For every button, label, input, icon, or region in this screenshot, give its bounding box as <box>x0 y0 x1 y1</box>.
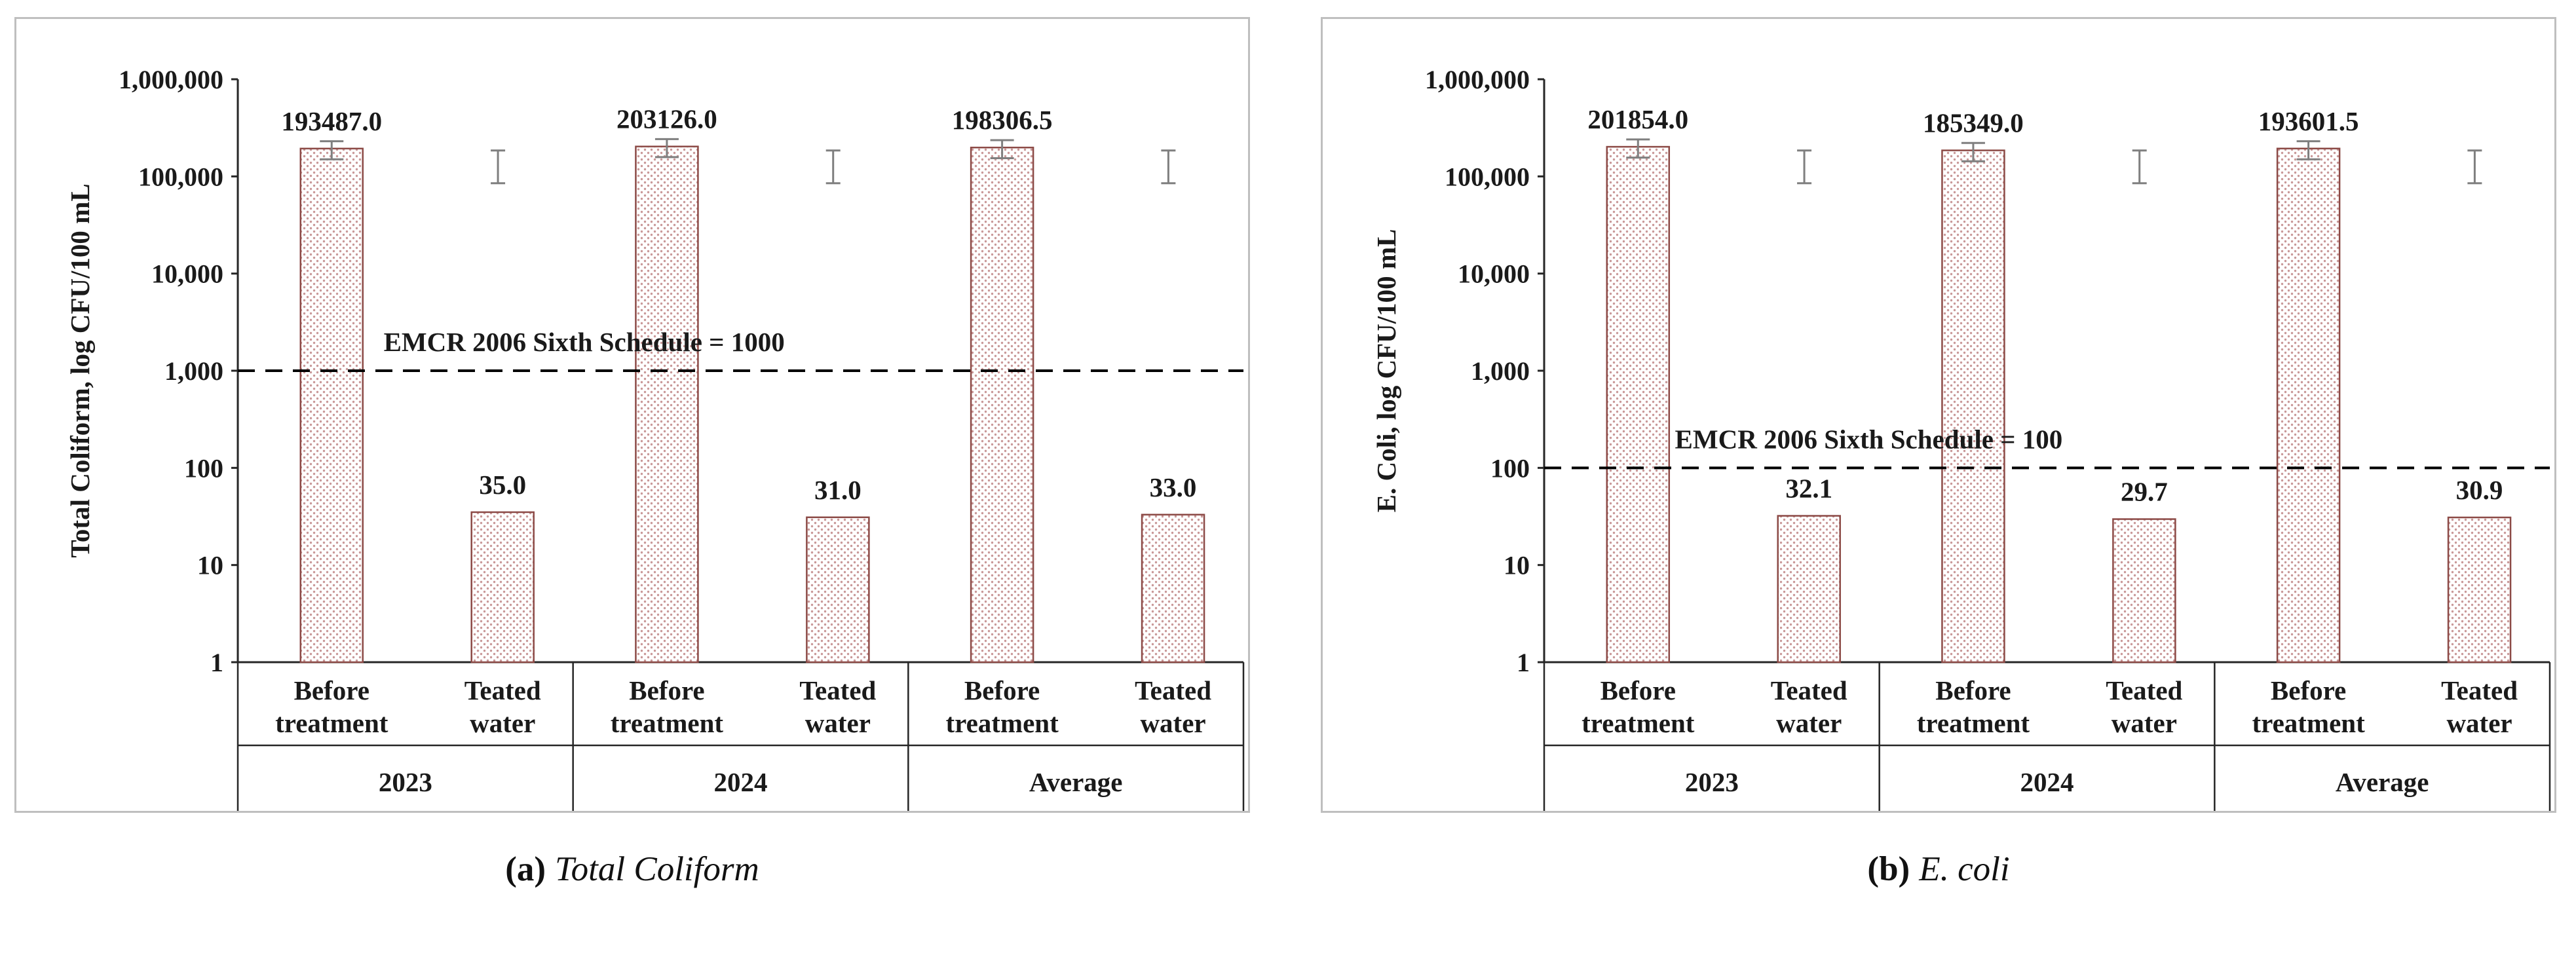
bar-treated-water <box>470 511 535 663</box>
bar-value-label: 32.1 <box>1785 474 1832 504</box>
y-axis-title: Total Coliform, log CFU/100 mL <box>65 183 95 557</box>
category-label: Before <box>294 675 369 705</box>
group-label: 2023 <box>379 767 432 797</box>
bar-before-treatment <box>299 147 364 663</box>
y-tick-label: 10 <box>197 551 223 580</box>
y-tick-label: 1 <box>1517 648 1530 677</box>
chart-panel-a: 1 10 100 1,000 10,000 100,000 1,000,000 2023 193… <box>14 17 1250 889</box>
category-label: treatment <box>945 708 1059 738</box>
bar-value-label: 198306.5 <box>952 105 1053 135</box>
y-tick-label: 100 <box>1490 453 1530 483</box>
category-label: Teated <box>464 675 541 705</box>
y-tick-label: 100,000 <box>138 162 223 191</box>
category-label: Before <box>2271 675 2346 705</box>
group-label: 2023 <box>1685 767 1739 797</box>
group-label: 2024 <box>2020 767 2074 797</box>
bar-before-treatment <box>1941 149 2005 663</box>
bar-value-label: 193601.5 <box>2258 106 2359 136</box>
reference-line-label: EMCR 2006 Sixth Schedule = 1000 <box>384 327 785 357</box>
category-label: Teated <box>799 675 876 705</box>
category-label: Before <box>629 675 704 705</box>
category-label: Teated <box>1771 675 1847 705</box>
bar-before-treatment <box>970 146 1034 663</box>
bar-value-label: 185349.0 <box>1923 108 2024 138</box>
reference-line-label: EMCR 2006 Sixth Schedule = 100 <box>1675 424 2063 454</box>
bar-before-treatment <box>2276 147 2341 663</box>
category-label: Before <box>964 675 1040 705</box>
chart-panel-b: 1 10 100 1,000 10,000 100,000 1,000,000 2023 201… <box>1321 17 2556 889</box>
category-label: water <box>470 708 535 738</box>
category-label: treatment <box>275 708 388 738</box>
caption-b-text: E. coli <box>1919 850 2010 888</box>
bar-value-label: 30.9 <box>2456 475 2503 505</box>
bar-before-treatment <box>1606 145 1671 663</box>
caption-a-letter: (a) <box>505 850 546 888</box>
y-tick-label: 1,000 <box>1471 356 1530 386</box>
plot-border <box>14 17 1250 813</box>
category-label: water <box>2112 708 2177 738</box>
bar-value-label: 193487.0 <box>281 106 382 136</box>
group-label: Average <box>2336 767 2429 797</box>
category-label: Teated <box>1135 675 1211 705</box>
category-label: Before <box>1601 675 1676 705</box>
y-tick-label: 10,000 <box>1458 259 1530 289</box>
bar-before-treatment <box>635 145 699 663</box>
category-label: water <box>2446 708 2512 738</box>
y-axis-title: E. Coli, log CFU/100 mL <box>1371 229 1401 513</box>
category-label: water <box>1776 708 1842 738</box>
category-label: Teated <box>2441 675 2518 705</box>
bar-value-label: 203126.0 <box>616 104 717 134</box>
category-label: treatment <box>1917 708 2030 738</box>
y-tick-label: 10 <box>1504 551 1530 580</box>
bar-treated-water <box>806 516 870 663</box>
bar-value-label: 33.0 <box>1150 472 1197 502</box>
bar-value-label: 31.0 <box>814 475 862 505</box>
category-label: water <box>805 708 871 738</box>
bar-value-label: 201854.0 <box>1587 104 1688 134</box>
group-label: 2024 <box>714 767 768 797</box>
caption-a-text: Total Coliform <box>555 850 759 888</box>
y-tick-label: 100 <box>184 453 223 483</box>
plot-border <box>1321 17 2556 813</box>
caption-b-letter: (b) <box>1867 850 1910 888</box>
category-label: Before <box>1935 675 2011 705</box>
bar-treated-water <box>1141 514 1205 663</box>
y-tick-label: 1,000,000 <box>119 65 223 94</box>
caption-a: (a) Total Coliform <box>14 850 1250 889</box>
bar-treated-water <box>2447 516 2512 663</box>
group-label: Average <box>1029 767 1123 797</box>
category-label: Teated <box>2106 675 2182 705</box>
bar-value-label: 35.0 <box>479 470 526 500</box>
bar-treated-water <box>2112 518 2176 663</box>
bar-value-label: 29.7 <box>2121 477 2168 507</box>
caption-b: (b) E. coli <box>1321 850 2556 889</box>
figure: 1 10 100 1,000 10,000 100,000 1,000,000 2023 193… <box>14 17 2556 889</box>
category-label: water <box>1140 708 1205 738</box>
category-label: treatment <box>2252 708 2365 738</box>
y-tick-label: 1 <box>210 648 223 677</box>
y-tick-label: 1,000 <box>164 356 223 386</box>
y-tick-label: 100,000 <box>1445 162 1530 191</box>
category-label: treatment <box>1582 708 1695 738</box>
total-coliform-chart: 1 10 100 1,000 10,000 100,000 1,000,000 2023 193… <box>14 17 1250 813</box>
y-tick-label: 10,000 <box>151 259 223 289</box>
y-tick-label: 1,000,000 <box>1425 65 1530 94</box>
ecoli-chart: 1 10 100 1,000 10,000 100,000 1,000,000 2023 201… <box>1321 17 2556 813</box>
bar-treated-water <box>1777 515 1841 663</box>
category-label: treatment <box>611 708 724 738</box>
